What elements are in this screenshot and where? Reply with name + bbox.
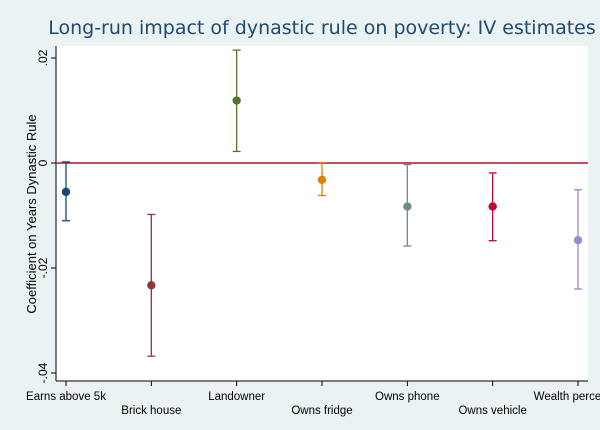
y-tick-label: 0 bbox=[36, 159, 50, 166]
x-tick-label: Landowner bbox=[208, 391, 265, 403]
x-tick-label: Owns fridge bbox=[291, 405, 352, 417]
chart-title: Long-run impact of dynastic rule on pove… bbox=[48, 17, 596, 39]
y-tick-label: .02 bbox=[36, 49, 50, 66]
point-estimate bbox=[147, 281, 156, 290]
estimate-marks bbox=[61, 49, 583, 357]
point-estimate bbox=[317, 175, 327, 184]
point-estimate bbox=[403, 202, 412, 211]
x-tick-label: Wealth percentile bbox=[534, 391, 600, 403]
x-tick-label: Earns above 5k bbox=[26, 391, 106, 403]
point-estimate bbox=[488, 202, 497, 211]
plot-area bbox=[56, 46, 588, 381]
x-axis: Earns above 5k Brick house Landowner Owns f… bbox=[26, 380, 600, 417]
x-tick-label: Owns vehicle bbox=[458, 405, 526, 417]
x-tick-label: Owns phone bbox=[375, 391, 440, 403]
point-estimate bbox=[232, 96, 241, 105]
point-estimate bbox=[61, 187, 71, 197]
y-axis-label: Coefficient on Years Dynastic Rule bbox=[24, 114, 39, 313]
y-axis: .02 0 -.02 -.04 bbox=[36, 46, 57, 383]
y-tick-label: -.04 bbox=[36, 362, 50, 383]
point-estimate bbox=[573, 235, 583, 245]
x-tick-label: Brick house bbox=[121, 405, 181, 417]
y-tick-label: -.02 bbox=[36, 257, 50, 278]
